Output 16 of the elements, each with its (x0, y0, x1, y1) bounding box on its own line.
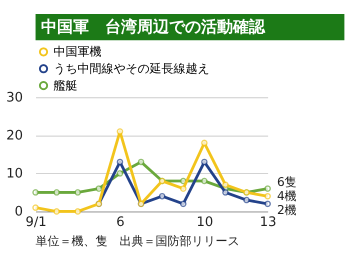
legend-label: 中国軍機 (53, 44, 102, 59)
legend-label: 艦艇 (53, 78, 78, 92)
y-tick-label: 20 (6, 128, 23, 144)
legend-label: うち中間線やその延長線越え (53, 61, 210, 76)
annotation: 2機 (277, 203, 297, 218)
annotation: 6隻 (277, 174, 297, 189)
x-tick-label: 6 (116, 214, 125, 230)
annotation: 4機 (277, 188, 297, 203)
x-tick-label: 9/1 (25, 214, 47, 230)
chart-title: 中国軍 台湾周辺での活動確認 (41, 16, 266, 36)
y-tick-label: 30 (6, 90, 23, 106)
y-tick-label: 10 (6, 166, 23, 182)
x-tick-label: 10 (196, 214, 214, 230)
text: 単位＝機、隻 出典＝国防部リリース (36, 234, 240, 248)
y-tick-label: 0 (14, 204, 23, 220)
x-tick-label: 13 (260, 214, 276, 230)
